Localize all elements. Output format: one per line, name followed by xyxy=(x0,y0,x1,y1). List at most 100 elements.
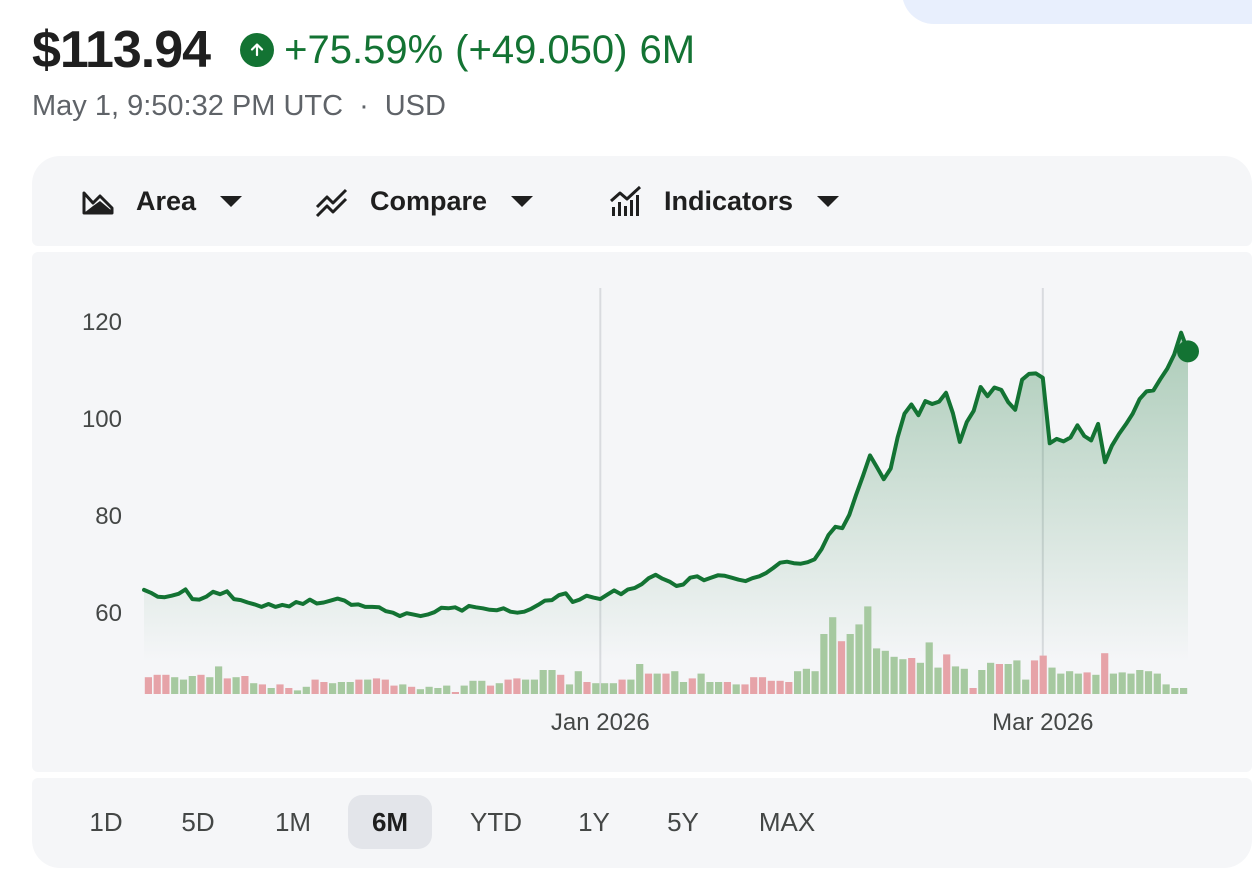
volume-bar xyxy=(408,686,416,694)
volume-bar xyxy=(829,617,837,694)
volume-bar xyxy=(179,679,188,694)
volume-bar xyxy=(592,683,600,694)
volume-bar xyxy=(574,671,582,694)
volume-bar xyxy=(943,654,951,694)
volume-bar xyxy=(776,680,784,694)
volume-bar xyxy=(881,650,889,694)
volume-bar xyxy=(697,673,705,694)
volume-bar xyxy=(855,624,863,694)
price-chart-svg[interactable]: Jan 2026 Mar 2026 60 80 100 120 xyxy=(32,252,1252,772)
volume-bar xyxy=(346,682,354,694)
volume-bar xyxy=(293,690,302,694)
range-1y-button[interactable]: 1Y xyxy=(578,806,610,837)
range-6m-button[interactable]: 6M xyxy=(348,795,432,849)
volume-bar xyxy=(390,685,398,694)
volume-bar xyxy=(276,684,284,694)
volume-bar xyxy=(890,656,898,694)
volume-bar xyxy=(688,678,696,694)
volume-bar xyxy=(601,683,609,694)
volume-bar xyxy=(364,679,372,694)
volume-bar xyxy=(995,664,1003,694)
volume-bar xyxy=(241,676,249,694)
volume-bar xyxy=(583,682,591,694)
y-axis-label: 120 xyxy=(82,309,122,336)
compare-dropdown[interactable]: Compare xyxy=(314,156,534,246)
price-chart[interactable]: Jan 2026 Mar 2026 60 80 100 120 xyxy=(32,252,1252,772)
volume-bar xyxy=(162,674,170,694)
volume-bar xyxy=(820,634,828,694)
compare-caret-icon xyxy=(511,195,534,207)
change-period: 6M xyxy=(639,27,696,72)
area-label: Area xyxy=(136,185,197,216)
meta-separator: · xyxy=(359,90,369,122)
volume-bar xyxy=(767,680,775,694)
volume-bar xyxy=(1057,673,1065,694)
volume-bar xyxy=(329,683,337,694)
volume-bar xyxy=(250,683,258,694)
volume-bar xyxy=(618,679,626,694)
range-1d-button[interactable]: 1D xyxy=(89,806,123,837)
volume-bar xyxy=(987,662,995,694)
x-axis-label: Mar 2026 xyxy=(992,709,1093,736)
price-change: +75.59% (+49.050) 6M xyxy=(240,28,707,73)
volume-bar xyxy=(1127,673,1135,694)
volume-bar xyxy=(416,689,424,694)
volume-bar xyxy=(925,642,933,694)
volume-bar xyxy=(258,684,266,694)
volume-bar xyxy=(1004,664,1012,694)
compare-icon xyxy=(314,183,350,219)
volume-bar xyxy=(495,683,503,694)
volume-bar xyxy=(197,674,205,694)
volume-bar xyxy=(741,684,749,694)
volume-bar xyxy=(513,678,521,694)
volume-bar xyxy=(1013,660,1021,694)
volume-bar xyxy=(1153,673,1161,694)
volume-bar xyxy=(723,682,731,694)
volume-bar xyxy=(548,670,556,694)
volume-bar xyxy=(557,674,565,694)
change-value: (+49.050) xyxy=(455,27,628,72)
volume-bar xyxy=(486,685,495,694)
area-chart-icon xyxy=(80,183,116,219)
indicators-icon xyxy=(608,183,644,219)
y-axis-label: 80 xyxy=(95,503,122,530)
area-dropdown[interactable]: Area xyxy=(80,156,243,246)
volume-bar xyxy=(460,685,468,694)
volume-bar xyxy=(1171,688,1179,694)
volume-bar xyxy=(1118,672,1126,694)
quote-currency: USD xyxy=(384,90,446,122)
volume-bar xyxy=(320,682,328,694)
range-5d-button[interactable]: 5D xyxy=(181,806,215,837)
volume-bar xyxy=(302,686,310,694)
range-ytd-button[interactable]: YTD xyxy=(470,806,522,837)
volume-bar xyxy=(1136,670,1144,694)
volume-bar xyxy=(899,659,907,694)
volume-bar xyxy=(951,666,960,694)
current-price: $113.94 xyxy=(32,21,211,79)
volume-bar xyxy=(758,677,767,694)
range-1m-button[interactable]: 1M xyxy=(274,806,312,837)
volume-bar xyxy=(960,668,968,694)
volume-bar xyxy=(223,678,231,694)
volume-bar xyxy=(504,679,512,694)
volume-bar xyxy=(1144,671,1153,694)
volume-bar xyxy=(837,641,846,694)
volume-bar xyxy=(671,671,679,694)
volume-bar xyxy=(662,673,670,694)
volume-bar xyxy=(425,686,433,694)
volume-bar xyxy=(1030,660,1039,694)
volume-bar xyxy=(171,677,179,694)
range-5y-button[interactable]: 5Y xyxy=(667,806,699,837)
volume-bar xyxy=(1109,673,1117,694)
volume-bar xyxy=(144,677,152,694)
volume-bar xyxy=(908,658,916,694)
indicators-dropdown[interactable]: Indicators xyxy=(608,156,840,246)
volume-bar xyxy=(1074,673,1082,694)
volume-bar xyxy=(785,682,793,694)
range-max-button[interactable]: MAX xyxy=(758,806,816,837)
volume-bar xyxy=(1066,671,1074,694)
change-percent: +75.59% xyxy=(284,27,444,72)
last-price-marker xyxy=(1177,340,1199,363)
volume-bar xyxy=(969,688,977,694)
volume-bar xyxy=(750,677,758,694)
